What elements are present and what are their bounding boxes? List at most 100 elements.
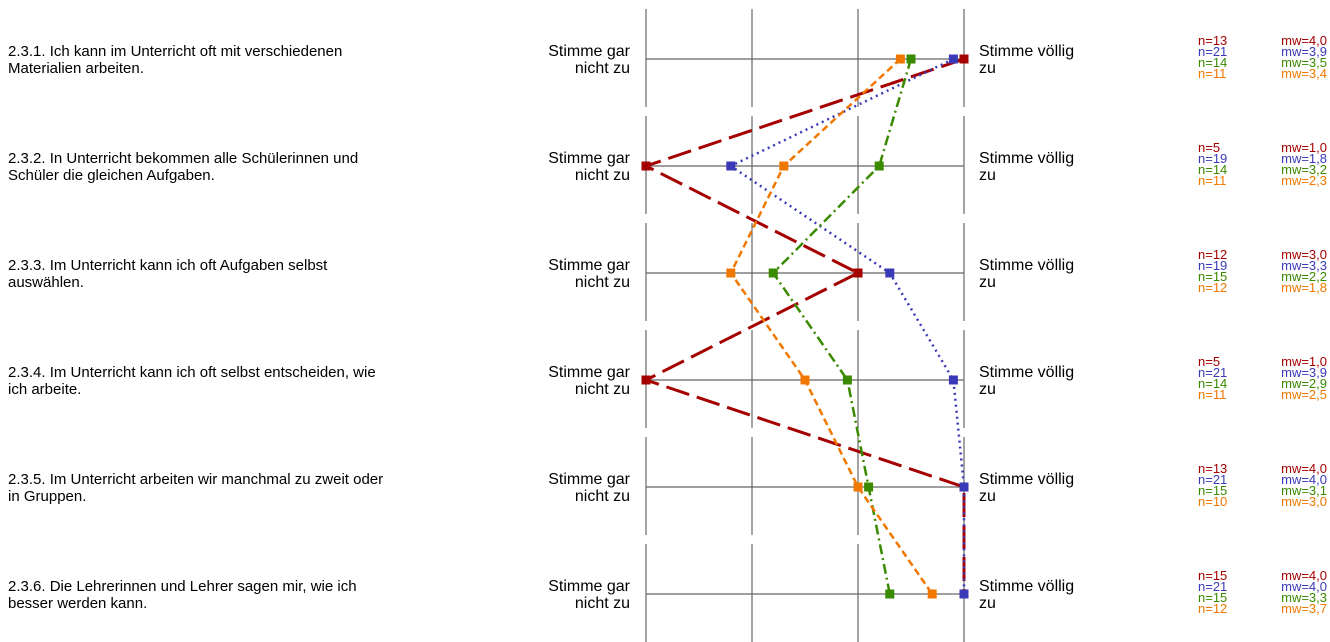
- series-4-point-5: [853, 482, 863, 492]
- item-text-4-line-1: 2.3.4. Im Unterricht kann ich oft selbst…: [8, 364, 376, 381]
- stat-mw-row-6-series-2: mw=4,0: [1281, 579, 1327, 594]
- anchor-left-row-3-line-2: nicht zu: [575, 274, 630, 291]
- stat-n-row-3-series-2: n=19: [1198, 258, 1227, 273]
- anchor-right-row-5-line-1: Stimme völlig: [979, 471, 1074, 488]
- stat-mw-row-6-series-1: mw=4,0: [1281, 568, 1327, 583]
- item-text-5-line-1: 2.3.5. Im Unterricht arbeiten wir manchm…: [8, 471, 383, 488]
- stat-n-row-4-series-3: n=14: [1198, 376, 1227, 391]
- series-3-point-5: [864, 482, 874, 492]
- item-text-2-line-2: Schüler die gleichen Aufgaben.: [8, 167, 215, 184]
- anchor-left-row-4-line-1: Stimme gar: [548, 364, 630, 381]
- stat-n-row-6-series-4: n=12: [1198, 601, 1227, 616]
- series-layer: [641, 54, 969, 599]
- anchor-right-row-2-line-1: Stimme völlig: [979, 150, 1074, 167]
- stat-n-row-5-series-4: n=10: [1198, 494, 1227, 509]
- item-text-1-line-1: 2.3.1. Ich kann im Unterricht oft mit ve…: [8, 43, 342, 60]
- series-2-point-4: [948, 375, 958, 385]
- stat-n-row-3-series-4: n=12: [1198, 280, 1227, 295]
- item-text-5-line-2: in Gruppen.: [8, 488, 86, 505]
- stat-mw-row-5-series-4: mw=3,0: [1281, 494, 1327, 509]
- item-text-4-line-2: ich arbeite.: [8, 381, 81, 398]
- stat-mw-row-4-series-1: mw=1,0: [1281, 354, 1327, 369]
- series-4-point-3: [726, 268, 736, 278]
- series-3-line: [771, 58, 913, 595]
- stat-mw-row-6-series-4: mw=3,7: [1281, 601, 1327, 616]
- series-1-point-3: [853, 268, 863, 278]
- stat-mw-row-5-series-2: mw=4,0: [1281, 472, 1327, 487]
- stat-n-row-5-series-1: n=13: [1198, 461, 1227, 476]
- anchor-left-row-5-line-2: nicht zu: [575, 488, 630, 505]
- stat-mw-row-1-series-2: mw=3,9: [1281, 44, 1327, 59]
- series-1-point-1: [959, 54, 969, 64]
- item-text-1-line-2: Materialien arbeiten.: [8, 60, 144, 77]
- stat-mw-row-3-series-2: mw=3,3: [1281, 258, 1327, 273]
- series-2-point-3: [885, 268, 895, 278]
- stat-n-row-4-series-2: n=21: [1198, 365, 1227, 380]
- anchor-right-row-1-line-2: zu: [979, 60, 996, 77]
- stat-mw-row-3-series-1: mw=3,0: [1281, 247, 1327, 262]
- stat-mw-row-1-series-1: mw=4,0: [1281, 33, 1327, 48]
- stat-n-row-4-series-1: n=5: [1198, 354, 1220, 369]
- stat-mw-row-1-series-3: mw=3,5: [1281, 55, 1327, 70]
- stat-mw-row-6-series-3: mw=3,3: [1281, 590, 1327, 605]
- stat-n-row-1-series-3: n=14: [1198, 55, 1227, 70]
- stat-n-row-1-series-2: n=21: [1198, 44, 1227, 59]
- series-4-point-2: [779, 161, 789, 171]
- series-3-point-3: [768, 268, 778, 278]
- anchor-right-row-6-line-1: Stimme völlig: [979, 578, 1074, 595]
- stat-n-row-5-series-3: n=15: [1198, 483, 1227, 498]
- text-layer: 2.3.1. Ich kann im Unterricht oft mit ve…: [8, 43, 1074, 612]
- anchor-right-row-3-line-2: zu: [979, 274, 996, 291]
- series-3-point-1: [906, 54, 916, 64]
- stat-mw-row-2-series-2: mw=1,8: [1281, 151, 1327, 166]
- stat-n-row-6-series-3: n=15: [1198, 590, 1227, 605]
- stat-n-row-6-series-1: n=15: [1198, 568, 1227, 583]
- anchor-left-row-2-line-2: nicht zu: [575, 167, 630, 184]
- stat-n-row-3-series-3: n=15: [1198, 269, 1227, 284]
- stat-mw-row-5-series-3: mw=3,1: [1281, 483, 1327, 498]
- stat-n-row-2-series-1: n=5: [1198, 140, 1220, 155]
- anchor-left-row-6-line-2: nicht zu: [575, 595, 630, 612]
- item-text-3-line-1: 2.3.3. Im Unterricht kann ich oft Aufgab…: [8, 257, 328, 274]
- stat-mw-row-1-series-4: mw=3,4: [1281, 66, 1327, 81]
- stat-mw-row-4-series-3: mw=2,9: [1281, 376, 1327, 391]
- stat-mw-row-4-series-2: mw=3,9: [1281, 365, 1327, 380]
- anchor-left-row-6-line-1: Stimme gar: [548, 578, 630, 595]
- stat-n-row-2-series-3: n=14: [1198, 162, 1227, 177]
- anchor-right-row-4-line-1: Stimme völlig: [979, 364, 1074, 381]
- anchor-right-row-4-line-2: zu: [979, 381, 996, 398]
- series-2-point-6: [959, 589, 969, 599]
- stat-n-row-6-series-2: n=21: [1198, 579, 1227, 594]
- stat-n-row-4-series-4: n=11: [1198, 387, 1226, 402]
- grid-layer: [645, 9, 965, 642]
- series-3-point-6: [885, 589, 895, 599]
- anchor-right-row-2-line-2: zu: [979, 167, 996, 184]
- series-2-point-5: [959, 482, 969, 492]
- item-text-3-line-2: auswählen.: [8, 274, 84, 291]
- stat-mw-row-3-series-4: mw=1,8: [1281, 280, 1327, 295]
- series-4-point-1: [895, 54, 905, 64]
- stat-n-row-2-series-2: n=19: [1198, 151, 1227, 166]
- series-1-point-2: [641, 161, 651, 171]
- anchor-right-row-3-line-1: Stimme völlig: [979, 257, 1074, 274]
- stat-n-row-3-series-1: n=12: [1198, 247, 1227, 262]
- stat-n-row-2-series-4: n=11: [1198, 173, 1226, 188]
- item-text-2-line-1: 2.3.2. In Unterricht bekommen alle Schül…: [8, 150, 358, 167]
- series-4-line: [729, 58, 934, 595]
- anchor-left-row-4-line-2: nicht zu: [575, 381, 630, 398]
- series-1-line: [642, 57, 966, 594]
- series-3-point-2: [874, 161, 884, 171]
- series-1-point-4: [641, 375, 651, 385]
- anchor-left-row-2-line-1: Stimme gar: [548, 150, 630, 167]
- series-2-point-1: [948, 54, 958, 64]
- anchor-left-row-1-line-2: nicht zu: [575, 60, 630, 77]
- stat-n-row-5-series-2: n=21: [1198, 472, 1227, 487]
- anchor-left-row-1-line-1: Stimme gar: [548, 43, 630, 60]
- series-4-point-4: [800, 375, 810, 385]
- anchor-left-row-3-line-1: Stimme gar: [548, 257, 630, 274]
- series-4-point-6: [927, 589, 937, 599]
- item-text-6-line-2: besser werden kann.: [8, 595, 147, 612]
- anchor-right-row-1-line-1: Stimme völlig: [979, 43, 1074, 60]
- stat-mw-row-5-series-1: mw=4,0: [1281, 461, 1327, 476]
